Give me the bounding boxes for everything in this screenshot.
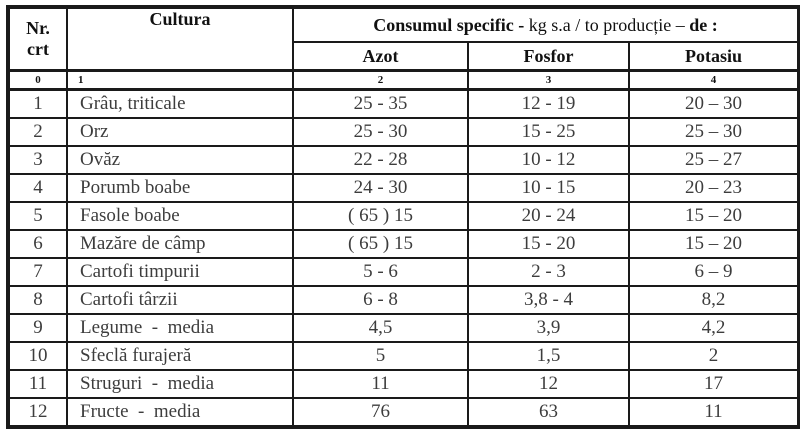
table-row: 7 Cartofi timpurii 5 - 6 2 - 3 6 – 9 <box>7 257 800 287</box>
row-number: 8 <box>7 285 68 315</box>
fosfor-cell: 3,9 <box>467 313 630 343</box>
index-col-4: 4 <box>627 69 800 91</box>
potasiu-cell: 11 <box>627 397 800 428</box>
header-azot: Azot <box>292 41 469 72</box>
table-row: 9 Legume - media 4,5 3,9 4,2 <box>7 313 800 343</box>
header-consum-bold2: de : <box>689 14 718 35</box>
azot-cell: ( 65 ) 15 <box>292 201 469 231</box>
index-col-2: 2 <box>292 69 469 91</box>
table-row: 12 Fructe - media 76 63 11 <box>7 397 800 428</box>
fosfor-cell: 12 - 19 <box>467 88 630 119</box>
row-number: 4 <box>7 173 68 203</box>
azot-cell: 25 - 30 <box>292 117 469 147</box>
table-row: 4 Porumb boabe 24 - 30 10 - 15 20 – 23 <box>7 173 800 203</box>
table-body: 1 Grâu, triticale 25 - 35 12 - 19 20 – 3… <box>7 88 800 428</box>
azot-cell: 5 - 6 <box>292 257 469 287</box>
cultura-cell: Sfeclă furajeră <box>66 341 294 371</box>
cultura-cell: Fructe - media <box>66 397 294 428</box>
table-row: 1 Grâu, triticale 25 - 35 12 - 19 20 – 3… <box>7 88 800 119</box>
index-col-1: 1 <box>66 69 294 91</box>
potasiu-cell: 4,2 <box>627 313 800 343</box>
row-number: 2 <box>7 117 68 147</box>
cultura-cell: Fasole boabe <box>66 201 294 231</box>
header-nr-crt: Nr. crt <box>7 6 68 72</box>
table-row: 3 Ovăz 22 - 28 10 - 12 25 – 27 <box>7 145 800 175</box>
azot-cell: 25 - 35 <box>292 88 469 119</box>
consumption-table: Nr. crt Cultura Consumul specific - kg s… <box>6 5 800 429</box>
row-number: 1 <box>7 88 68 119</box>
potasiu-cell: 8,2 <box>627 285 800 315</box>
cultura-cell: Struguri - media <box>66 369 294 399</box>
potasiu-cell: 2 <box>627 341 800 371</box>
table-row: 5 Fasole boabe ( 65 ) 15 20 - 24 15 – 20 <box>7 201 800 231</box>
column-index-row: 0 1 2 3 4 <box>7 69 800 91</box>
table-row: 6 Mazăre de câmp ( 65 ) 15 15 - 20 15 – … <box>7 229 800 259</box>
cultura-cell: Mazăre de câmp <box>66 229 294 259</box>
header-consum-bold1: Consumul specific - <box>373 14 529 35</box>
cultura-cell: Cartofi târzii <box>66 285 294 315</box>
fosfor-cell: 12 <box>467 369 630 399</box>
potasiu-cell: 25 – 27 <box>627 145 800 175</box>
header-consum-specific: Consumul specific - kg s.a / to producți… <box>291 6 800 43</box>
cultura-cell: Orz <box>66 117 294 147</box>
row-number: 3 <box>7 145 68 175</box>
cultura-cell: Cartofi timpurii <box>66 257 294 287</box>
potasiu-cell: 6 – 9 <box>627 257 800 287</box>
table-header: Nr. crt Cultura Consumul specific - kg s… <box>7 6 800 91</box>
fosfor-cell: 15 - 25 <box>467 117 630 147</box>
header-nr-line2: crt <box>27 39 49 59</box>
index-col-0: 0 <box>7 69 68 91</box>
row-number: 12 <box>7 397 68 428</box>
cultura-cell: Grâu, triticale <box>66 88 294 119</box>
azot-cell: 6 - 8 <box>292 285 469 315</box>
header-consum-regular: kg s.a / to producție – <box>528 14 690 35</box>
header-fosfor: Fosfor <box>467 41 630 72</box>
fosfor-cell: 2 - 3 <box>467 257 630 287</box>
azot-cell: 24 - 30 <box>292 173 469 203</box>
azot-cell: 11 <box>292 369 469 399</box>
row-number: 9 <box>7 313 68 343</box>
table-row: 8 Cartofi târzii 6 - 8 3,8 - 4 8,2 <box>7 285 800 315</box>
header-row-1: Nr. crt Cultura Consumul specific - kg s… <box>7 6 800 72</box>
header-potasiu: Potasiu <box>627 41 800 72</box>
fosfor-cell: 1,5 <box>467 341 630 371</box>
potasiu-cell: 17 <box>627 369 800 399</box>
header-cultura: Cultura <box>66 6 294 72</box>
cultura-cell: Ovăz <box>66 145 294 175</box>
fosfor-cell: 63 <box>467 397 630 428</box>
cultura-cell: Legume - media <box>66 313 294 343</box>
table-row: 11 Struguri - media 11 12 17 <box>7 369 800 399</box>
table-row: 2 Orz 25 - 30 15 - 25 25 – 30 <box>7 117 800 147</box>
azot-cell: 76 <box>292 397 469 428</box>
row-number: 11 <box>7 369 68 399</box>
index-col-3: 3 <box>467 69 630 91</box>
row-number: 6 <box>7 229 68 259</box>
potasiu-cell: 15 – 20 <box>627 201 800 231</box>
row-number: 7 <box>7 257 68 287</box>
potasiu-cell: 20 – 23 <box>627 173 800 203</box>
fosfor-cell: 3,8 - 4 <box>467 285 630 315</box>
header-nr-line1: Nr. <box>26 18 50 39</box>
azot-cell: ( 65 ) 15 <box>292 229 469 259</box>
potasiu-cell: 15 – 20 <box>627 229 800 259</box>
fosfor-cell: 15 - 20 <box>467 229 630 259</box>
potasiu-cell: 20 – 30 <box>627 88 800 119</box>
fosfor-cell: 10 - 15 <box>467 173 630 203</box>
row-number: 5 <box>7 201 68 231</box>
row-number: 10 <box>7 341 68 371</box>
azot-cell: 4,5 <box>292 313 469 343</box>
potasiu-cell: 25 – 30 <box>627 117 800 147</box>
table-row: 10 Sfeclă furajeră 5 1,5 2 <box>7 341 800 371</box>
fosfor-cell: 20 - 24 <box>467 201 630 231</box>
azot-cell: 22 - 28 <box>292 145 469 175</box>
azot-cell: 5 <box>292 341 469 371</box>
fosfor-cell: 10 - 12 <box>467 145 630 175</box>
cultura-cell: Porumb boabe <box>66 173 294 203</box>
